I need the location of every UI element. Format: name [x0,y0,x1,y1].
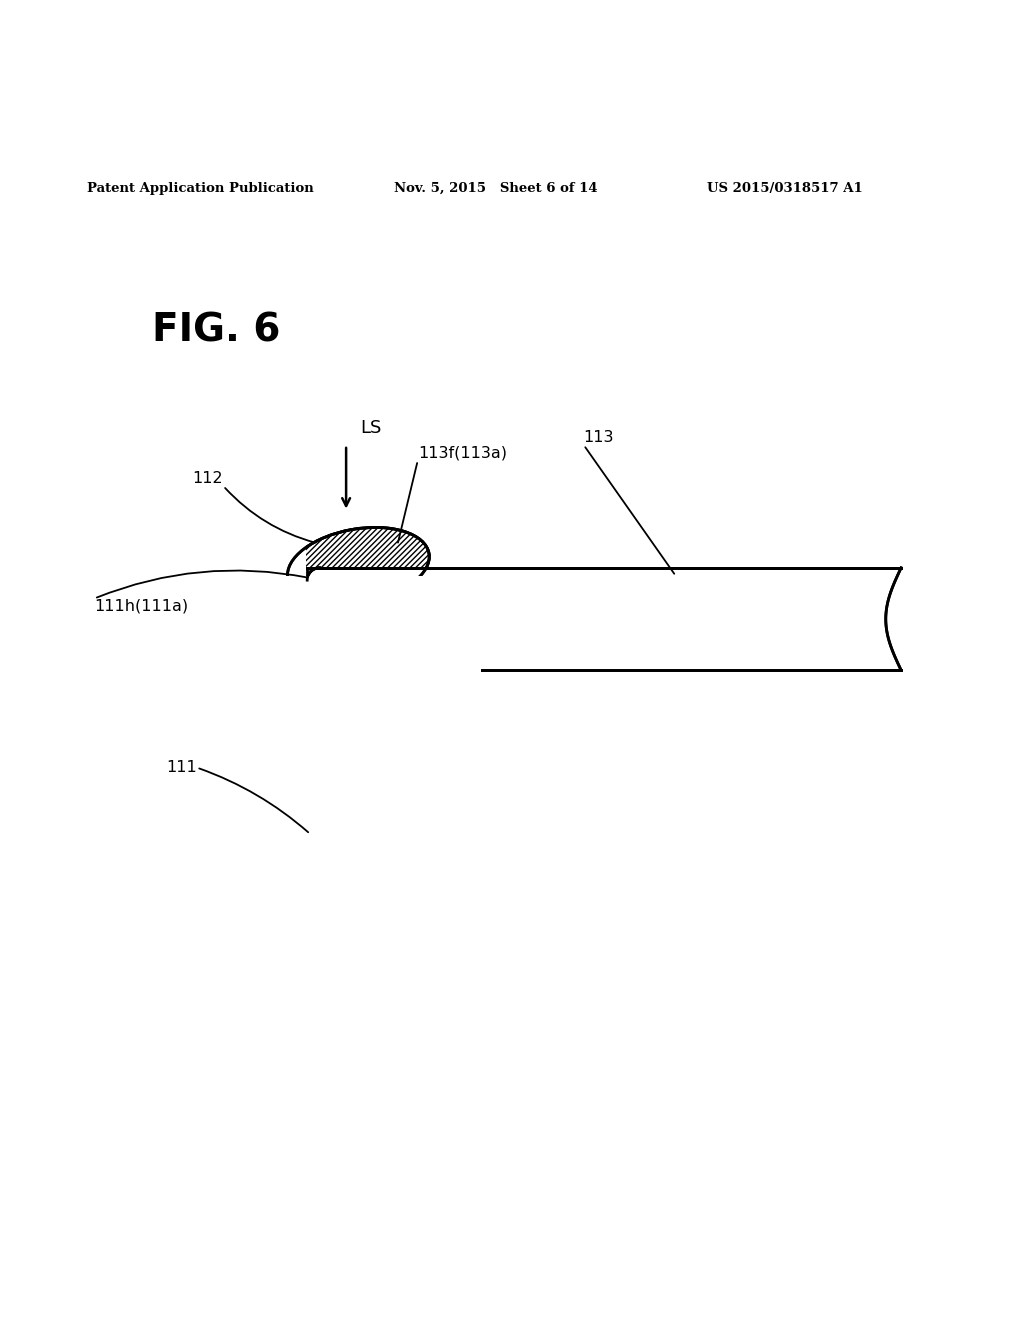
Text: FH: FH [459,758,482,775]
Text: Patent Application Publication: Patent Application Publication [87,182,313,195]
Bar [256,577,481,1183]
Text: 112: 112 [193,471,223,486]
Bar [256,576,481,1183]
Bar [307,568,901,671]
Text: LS: LS [360,418,382,437]
Text: US 2015/0318517 A1: US 2015/0318517 A1 [707,182,862,195]
Text: Nov. 5, 2015   Sheet 6 of 14: Nov. 5, 2015 Sheet 6 of 14 [394,182,598,195]
Bar [266,566,471,671]
Ellipse shape [288,528,429,605]
Bar [307,568,379,998]
Text: FIG. 6: FIG. 6 [152,312,280,350]
Bar [307,568,379,998]
Bar [0,484,306,569]
Text: 113f(113a): 113f(113a) [418,445,507,461]
Text: 111h(111a): 111h(111a) [94,598,188,614]
Text: 111: 111 [166,760,197,775]
Bar [307,568,901,671]
Text: 113: 113 [584,430,614,445]
